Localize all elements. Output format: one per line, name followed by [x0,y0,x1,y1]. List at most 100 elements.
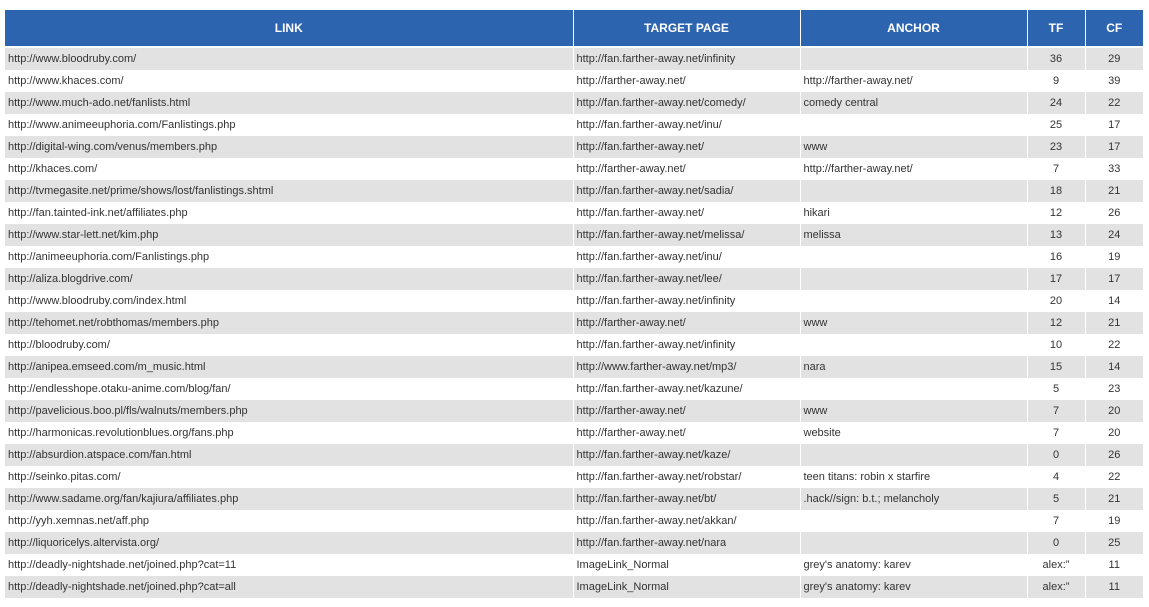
table-cell: grey's anatomy: karev [799,554,1027,576]
table-cell: http://fan.farther-away.net/nara [572,532,800,554]
table-cell: http://farther-away.net/ [572,158,800,180]
table-cell: 7 [1026,158,1085,180]
table-cell: 16 [1026,246,1085,268]
table-cell: http://digital-wing.com/venus/members.ph… [5,136,573,158]
table-cell: 7 [1026,510,1085,532]
table-cell: 33 [1084,158,1143,180]
table-cell: http://fan.farther-away.net/ [572,202,800,224]
table-row: http://seinko.pitas.com/http://fan.farth… [5,466,1143,488]
table-row: http://animeeuphoria.com/Fanlistings.php… [5,246,1143,268]
table-cell [799,510,1027,532]
table-cell: http://fan.farther-away.net/infinity [572,47,800,70]
table-cell: http://harmonicas.revolutionblues.org/fa… [8,427,234,439]
table-row: http://liquoricelys.altervista.org/http:… [5,532,1143,554]
table-cell: http://bloodruby.com/ [8,339,110,351]
table-cell: 11 [1084,576,1143,598]
table-row: http://bloodruby.com/http://fan.farther-… [5,334,1143,356]
table-cell: http://aliza.blogdrive.com/ [5,268,573,290]
table-row: http://www.khaces.com/http://farther-awa… [5,70,1143,92]
table-cell: 21 [1084,312,1143,334]
table-cell: 12 [1026,312,1085,334]
table-cell: http://fan.farther-away.net/akkan/ [572,510,800,532]
table-cell: 17 [1084,136,1143,158]
table-row: http://fan.tainted-ink.net/affiliates.ph… [5,202,1143,224]
table-cell [799,444,1027,466]
table-cell [799,268,1027,290]
table-row: http://deadly-nightshade.net/joined.php?… [5,576,1143,598]
table-cell: grey's anatomy: karev [799,576,1027,598]
table-row: http://khaces.com/http://farther-away.ne… [5,158,1143,180]
table-cell: 5 [1026,378,1085,400]
table-cell: http://www.bloodruby.com/ [5,47,573,70]
table-cell: 23 [1084,378,1143,400]
column-header: TARGET PAGE [572,10,800,48]
table-cell: http://fan.farther-away.net/kazune/ [572,378,800,400]
table-cell: website [799,422,1027,444]
column-header: CF [1084,10,1143,48]
table-cell: 10 [1026,334,1085,356]
table-cell: http://fan.farther-away.net/robstar/ [572,466,800,488]
table-cell: 26 [1084,202,1143,224]
table-cell: 4 [1026,466,1085,488]
table-cell: alex:” [1026,554,1085,576]
table-cell: http://pavelicious.boo.pl/fls/walnuts/me… [5,400,573,422]
table-cell [799,47,1027,70]
table-cell: http://fan.farther-away.net/infinity [572,334,800,356]
table-cell: 14 [1084,356,1143,378]
table-cell: http://fan.farther-away.net/comedy/ [572,92,800,114]
table-row: http://yyh.xemnas.net/aff.php http://fan.… [5,510,1143,532]
backlinks-table: LINK TARGET PAGE ANCHOR TF CF http://www.blo… [5,10,1143,598]
table-cell: 36 [1026,47,1085,70]
column-header: TF [1026,10,1085,48]
table-cell: 11 [1084,554,1143,576]
table-cell: http://khaces.com/ [8,163,98,175]
table-cell: 15 [1026,356,1085,378]
column-header: LINK [5,10,573,48]
table-cell: http://fan.farther-away.net/ [572,136,800,158]
table-row: http://pavelicious.boo.pl/fls/walnuts/me… [5,400,1143,422]
table-row: http://www.bloodruby.com/http://fan.fart… [5,47,1143,70]
table-cell: 24 [1084,224,1143,246]
table-cell: http://fan.farther-away.net/inu/ [572,246,800,268]
table-cell [799,246,1027,268]
table-cell: http://fan.farther-away.net/kaze/ [572,444,800,466]
table-cell: http://tvmegasite.net/prime/shows/lost/f… [5,180,573,202]
table-cell: ImageLink_Normal [572,554,800,576]
table-cell: comedy central [799,92,1027,114]
table-cell: http://deadly-nightshade.net/joined.php?… [8,559,237,571]
table-cell: www [799,400,1027,422]
table-cell: http://farther-away.net/ [572,312,800,334]
table-cell [799,290,1027,312]
table-cell: 21 [1084,180,1143,202]
table-cell: http://www.star-lett.net/kim.php [5,224,573,246]
table-cell: http://farther-away.net/ [572,70,800,92]
table-cell: http://www.farther-away.net/mp3/ [572,356,800,378]
table-cell: 20 [1026,290,1085,312]
table-cell: 7 [1026,400,1085,422]
table-cell: http://www.much-ado.net/fanlists.html [5,92,573,114]
table-cell: 14 [1084,290,1143,312]
table-body: http://www.bloodruby.com/http://fan.fart… [5,47,1143,598]
table-cell: 7 [1026,422,1085,444]
table-cell: http://farther-away.net/ [572,400,800,422]
table-cell: http://www.khaces.com/ [8,75,124,87]
table-cell: 0 [1026,444,1085,466]
table-cell: 21 [1084,488,1143,510]
column-header: ANCHOR [799,10,1027,48]
table-cell: http://www.bloodruby.com/index.html [8,295,187,307]
table-cell: http://fan.farther-away.net/melissa/ [572,224,800,246]
table-cell: www [799,312,1027,334]
table-row: http://harmonicas.revolutionblues.org/fa… [5,422,1143,444]
table-cell: http://fan.farther-away.net/sadia/ [572,180,800,202]
table-cell: http://liquoricelys.altervista.org/ [5,532,573,554]
table-cell: 24 [1026,92,1085,114]
table-cell: http://fan.farther-away.net/bt/ [572,488,800,510]
table-cell [799,532,1027,554]
table-cell: http://fan.farther-away.net/infinity [572,290,800,312]
table-cell: http://seinko.pitas.com/ [8,471,121,483]
table-cell: http://www.animeeuphoria.com/Fanlistings… [8,119,236,131]
table-cell: ImageLink_Normal [572,576,800,598]
table-cell: 22 [1084,334,1143,356]
table-cell: 23 [1026,136,1085,158]
